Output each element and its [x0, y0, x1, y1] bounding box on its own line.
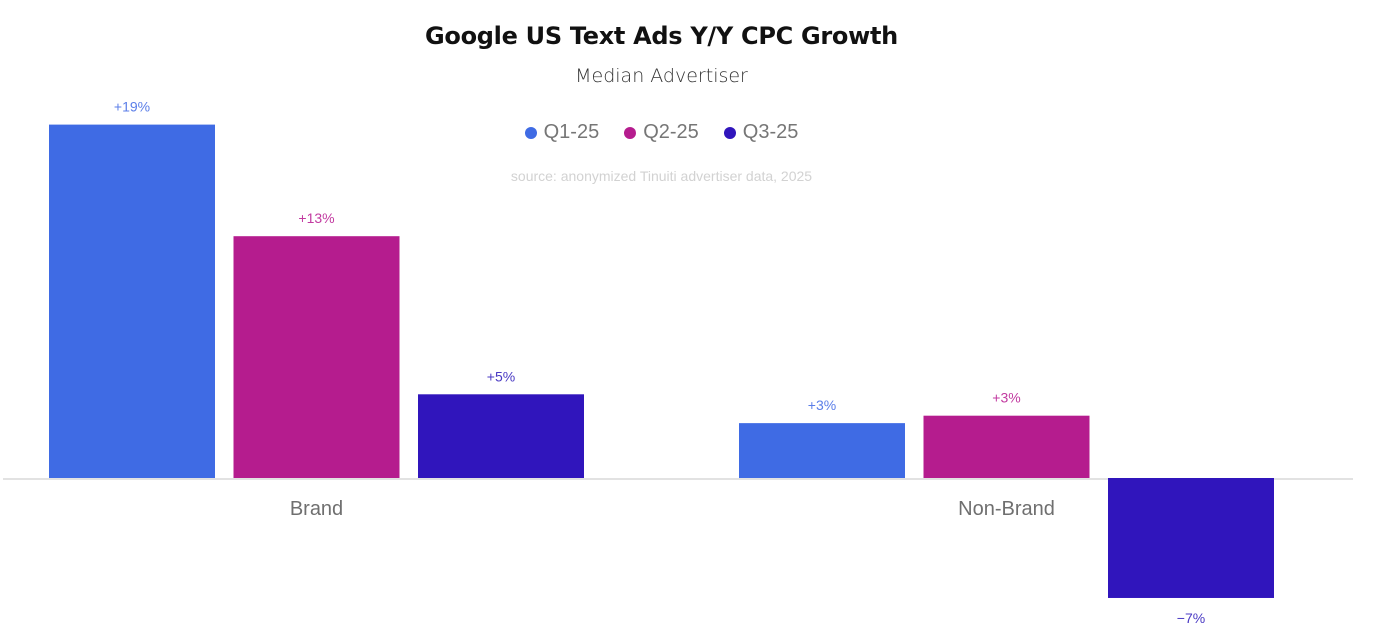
data-label-non-brand-q1: +3% — [808, 397, 836, 413]
legend-item-q2[interactable]: Q2-25 — [624, 121, 699, 144]
legend-label-q2: Q2-25 — [643, 121, 699, 143]
category-label-brand: Brand — [290, 498, 343, 520]
chart-title: Google US Text Ads Y/Y CPC Growth — [425, 22, 898, 50]
legend-label-q1: Q1-25 — [543, 121, 600, 143]
legend-label-q3: Q3-25 — [742, 121, 799, 143]
legend-dot-q1-icon — [524, 126, 537, 139]
data-label-non-brand-q3: −7% — [1177, 610, 1205, 626]
bar-non-brand-q2[interactable] — [923, 415, 1090, 478]
category-label-non-brand: Non-Brand — [958, 498, 1055, 520]
data-label-non-brand-q2: +3% — [992, 390, 1020, 406]
legend-dot-q2-icon — [624, 126, 637, 139]
bar-non-brand-q3[interactable] — [1108, 478, 1274, 598]
category-labels-group: Brand Non-Brand — [290, 498, 1055, 520]
legend-item-q1[interactable]: Q1-25 — [524, 121, 600, 144]
bar-brand-q3[interactable] — [418, 394, 584, 478]
source-note: source: anonymized Tinuiti advertiser da… — [510, 168, 813, 184]
bars-group — [49, 124, 1274, 598]
bar-brand-q2[interactable] — [233, 236, 400, 478]
data-label-brand-q3: +5% — [487, 368, 515, 384]
data-label-brand-q1: +19% — [114, 99, 150, 115]
chart-subtitle: Median Advertiser — [575, 65, 748, 87]
bar-non-brand-q1[interactable] — [739, 423, 905, 478]
data-label-brand-q2: +13% — [298, 210, 334, 226]
legend: Q1-25 Q2-25 Q3-25 — [0, 121, 1323, 144]
legend-dot-q3-icon — [723, 126, 736, 139]
bar-brand-q1[interactable] — [49, 124, 215, 478]
legend-item-q3[interactable]: Q3-25 — [723, 121, 799, 144]
bar-labels-group: +19% +13% +5% +3% +3% −7% — [114, 99, 1205, 626]
